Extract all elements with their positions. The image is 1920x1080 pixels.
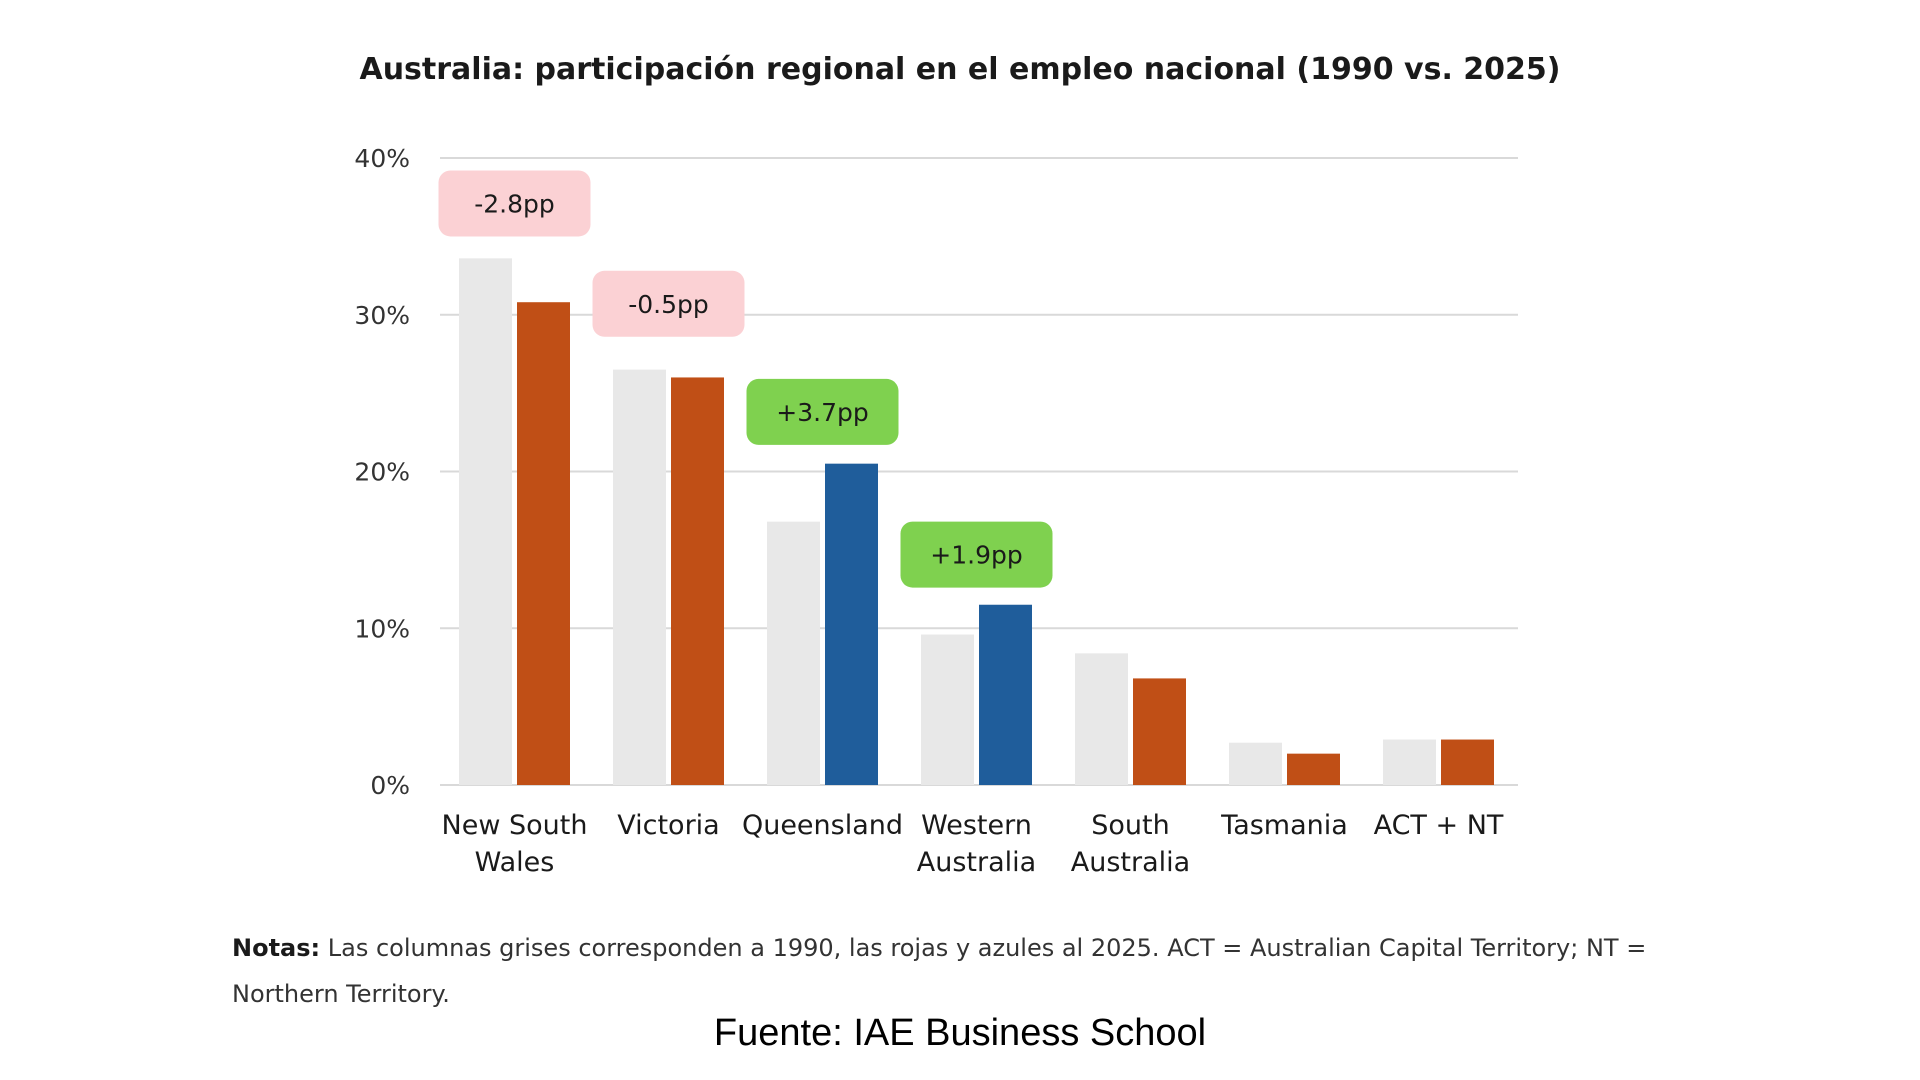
category-label: Wales [475,847,555,878]
notes-text: Las columnas grises corresponden a 1990,… [232,934,1647,1008]
bars [459,258,1494,785]
change-badge [592,270,745,337]
change-badge [438,170,591,237]
y-tick-label: 40% [354,144,410,173]
y-tick-label: 30% [354,301,410,330]
bar-2025 [1441,739,1494,785]
x-axis: New South Wales Victoria Queensland Western A… [442,810,1504,878]
y-tick-label: 10% [354,614,410,643]
category-label: Australia [917,847,1036,878]
change-label: -2.8pp [474,189,555,218]
change-badge [746,378,899,445]
category-label: ACT + NT [1374,810,1504,841]
bar-2025 [979,604,1032,785]
chart-title: Australia: participación regional en el … [359,52,1560,87]
y-tick-label: 0% [370,771,410,800]
chart-notes: Notas: Las columnas grises corresponden … [232,925,1712,1017]
change-label: -0.5pp [628,290,709,319]
category-label: Victoria [617,810,719,841]
category-label: South [1091,810,1169,841]
bar-2025 [671,377,724,785]
bar-1990 [1383,739,1436,785]
category-label: Australia [1071,847,1190,878]
category-label: Tasmania [1220,810,1348,841]
category-label: Queensland [742,810,903,841]
notes-label: Notas: [232,934,321,962]
bar-1990 [613,369,666,785]
y-tick-label: 20% [354,458,410,487]
bar-2025 [825,463,878,785]
change-label: +1.9pp [930,541,1022,570]
bar-1990 [459,258,512,785]
change-label: +3.7pp [776,398,868,427]
bar-1990 [767,521,820,785]
category-label: Western [921,810,1032,841]
bar-2025 [1133,678,1186,785]
change-badge [900,521,1053,588]
bar-1990 [1075,653,1128,785]
bar-1990 [921,634,974,785]
bar-1990 [1229,742,1282,785]
bar-2025 [517,302,570,785]
y-axis: 0% 10% 20% 30% 40% [354,144,410,800]
change-annotations: -2.8pp -0.5pp +3.7pp +1.9pp [438,170,1053,588]
source-line: Fuente: IAE Business School [713,1012,1207,1054]
category-label: New South [442,810,588,841]
bar-2025 [1287,753,1340,785]
